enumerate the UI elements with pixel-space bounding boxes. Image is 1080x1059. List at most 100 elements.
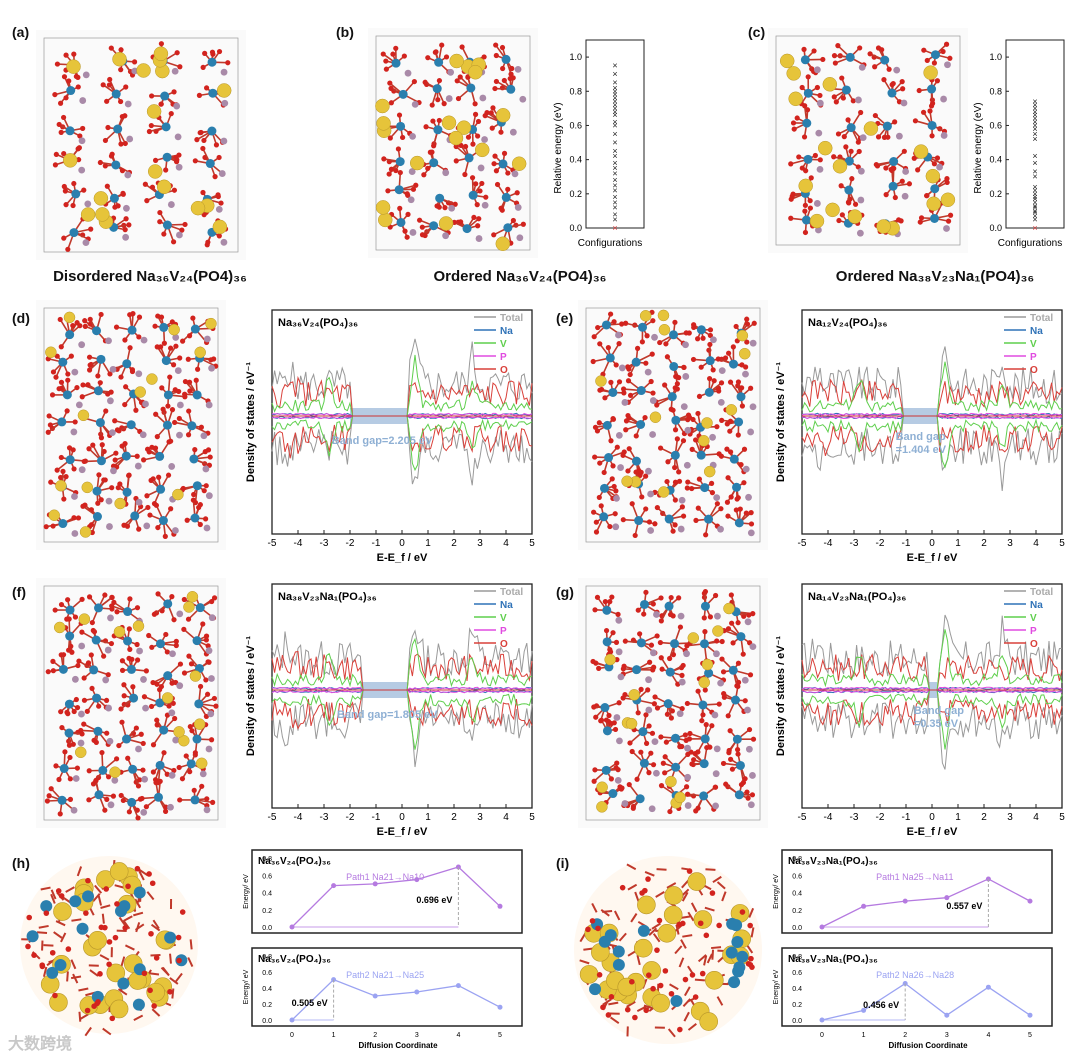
- vanadium-atom: [96, 354, 106, 364]
- oxygen-atom: [50, 658, 56, 664]
- oxygen-atom: [677, 1026, 683, 1033]
- oxygen-atom: [835, 131, 842, 137]
- x-tick-label: 5: [529, 538, 535, 549]
- oxygen-atom: [647, 659, 653, 665]
- phosphorus-atom: [676, 710, 684, 718]
- phosphorus-atom: [718, 367, 726, 375]
- oxygen-atom: [90, 442, 96, 448]
- oxygen-atom: [59, 724, 65, 731]
- oxygen-atom: [58, 709, 64, 715]
- oxygen-atom: [605, 345, 611, 351]
- oxygen-atom: [71, 708, 77, 715]
- oxygen-atom: [680, 438, 687, 444]
- oxygen-atom: [98, 924, 105, 931]
- oxygen-atom: [620, 386, 627, 392]
- oxygen-atom: [924, 193, 930, 199]
- vanadium-atom: [729, 454, 739, 464]
- legend-label: V: [500, 339, 507, 350]
- bond: [666, 882, 677, 889]
- vanadium-atom: [736, 632, 746, 642]
- oxygen-atom: [748, 521, 755, 527]
- oxygen-atom: [155, 591, 161, 597]
- neb-title: Na₃₈V₂₃Na₁(PO₄)₃₆: [788, 954, 878, 965]
- oxygen-atom: [89, 619, 95, 626]
- oxygen-atom: [393, 45, 399, 51]
- oxygen-atom: [677, 744, 683, 750]
- phosphorus-atom: [208, 364, 216, 372]
- oxygen-atom: [125, 883, 131, 890]
- oxygen-atom: [211, 595, 218, 601]
- oxygen-atom: [589, 918, 596, 924]
- oxygen-atom: [127, 596, 133, 602]
- bond: [651, 922, 661, 930]
- oxygen-atom: [203, 633, 210, 639]
- y-axis-label: Energy/ eV: [243, 969, 250, 1004]
- vanadium-atom: [158, 516, 168, 526]
- sodium-atom: [495, 108, 511, 123]
- oxygen-atom: [54, 467, 60, 473]
- legend-label: Total: [500, 313, 523, 324]
- oxygen-atom: [591, 509, 597, 515]
- oxygen-atom: [76, 658, 82, 664]
- vanadium-atom: [58, 519, 68, 529]
- energy-point: [331, 883, 337, 889]
- oxygen-atom: [607, 599, 613, 605]
- vanadium-atom: [96, 456, 106, 466]
- bond: [579, 959, 590, 965]
- phosphorus-atom: [169, 650, 176, 658]
- oxygen-atom: [726, 747, 732, 754]
- oxygen-atom: [66, 742, 73, 748]
- vanadium-atom: [888, 181, 898, 191]
- oxygen-atom: [115, 485, 121, 491]
- oxygen-atom: [200, 189, 206, 196]
- sodium-atom: [674, 791, 686, 804]
- vanadium-atom: [602, 726, 612, 736]
- oxygen-atom: [597, 341, 603, 347]
- config-point: ×: [612, 214, 617, 224]
- bond: [150, 953, 161, 957]
- vanadium-atom: [704, 668, 714, 678]
- vanadium-atom: [159, 725, 169, 735]
- oxygen-atom: [82, 318, 88, 324]
- diffusion-sphere-i: [574, 856, 762, 1044]
- bond: [710, 946, 722, 950]
- vanadium-atom: [429, 158, 439, 168]
- oxygen-atom: [81, 675, 87, 681]
- phosphorus-atom: [682, 373, 690, 380]
- oxygen-atom: [672, 427, 679, 433]
- oxygen-atom: [680, 920, 686, 927]
- x-tick-label: 0: [820, 1032, 824, 1039]
- vanadium-atom: [699, 791, 709, 801]
- oxygen-atom: [947, 212, 954, 218]
- sodium-atom: [212, 219, 228, 235]
- oxygen-atom: [150, 476, 156, 482]
- oxygen-atom: [659, 666, 665, 672]
- oxygen-atom: [501, 150, 508, 156]
- oxygen-atom: [153, 502, 160, 508]
- oxygen-atom: [620, 517, 626, 523]
- oxygen-atom: [58, 344, 64, 350]
- vanadium-atom: [734, 518, 744, 528]
- oxygen-atom: [656, 917, 663, 924]
- vanadium-atom: [115, 905, 128, 918]
- vanadium-atom: [846, 123, 856, 133]
- oxygen-atom: [714, 424, 720, 430]
- vanadium-atom: [434, 57, 444, 67]
- vanadium-atom: [700, 734, 710, 744]
- config-point: ×: [1032, 202, 1037, 212]
- oxygen-atom: [177, 661, 184, 667]
- vanadium-atom: [71, 189, 81, 199]
- oxygen-atom: [667, 808, 673, 815]
- oxygen-atom: [650, 667, 656, 673]
- vanadium-atom: [435, 193, 445, 203]
- config-point: ×: [1032, 206, 1037, 216]
- phosphorus-atom: [747, 529, 755, 537]
- oxygen-atom: [99, 749, 105, 756]
- oxygen-atom: [177, 64, 183, 70]
- oxygen-atom: [633, 469, 639, 475]
- oxygen-atom: [621, 390, 627, 396]
- sodium-atom: [448, 130, 464, 146]
- phosphorus-atom: [900, 99, 908, 107]
- bond: [669, 983, 679, 991]
- oxygen-atom: [159, 385, 165, 391]
